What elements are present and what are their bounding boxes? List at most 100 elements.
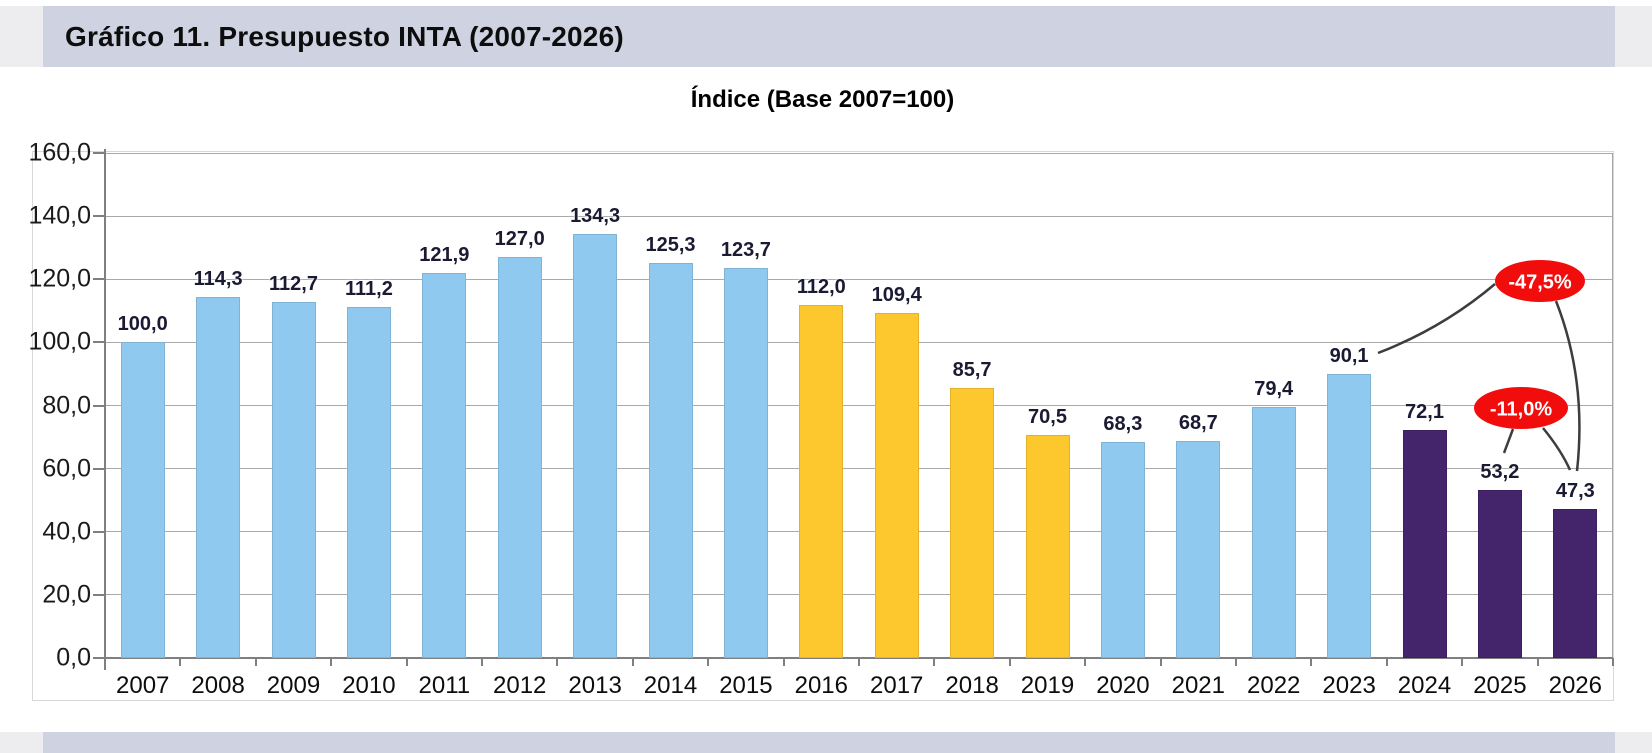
x-axis-tick — [1385, 658, 1388, 666]
x-axis-label: 2025 — [1473, 672, 1527, 699]
gridline — [105, 278, 1613, 280]
bar-2009 — [271, 302, 316, 658]
footer-band — [43, 732, 1615, 753]
bar-2013 — [573, 234, 618, 658]
gridline — [105, 215, 1613, 217]
y-axis-tick — [93, 467, 104, 470]
gridline — [105, 468, 1613, 470]
header-band-right-cap — [1615, 6, 1652, 67]
x-axis-tick — [1310, 658, 1313, 666]
x-axis-label: 2018 — [945, 672, 999, 699]
x-axis-tick — [1159, 658, 1162, 666]
x-axis-label: 2007 — [115, 672, 170, 699]
plot-right-border — [1612, 153, 1613, 658]
gridline — [105, 594, 1613, 596]
x-axis-label: 2019 — [1020, 672, 1075, 699]
x-axis-label: 2009 — [266, 672, 321, 699]
y-axis-label: 20,0 — [42, 580, 91, 609]
x-axis-tick — [405, 658, 408, 666]
bar-value-label: 121,9 — [419, 244, 470, 267]
y-axis-label: 60,0 — [42, 454, 91, 483]
x-axis-tick — [933, 658, 936, 666]
bar-2024 — [1402, 430, 1447, 658]
bar-2021 — [1176, 441, 1221, 658]
x-axis-tick — [179, 658, 182, 666]
y-axis-tick — [93, 278, 104, 281]
header-band — [43, 6, 1615, 67]
bar-value-label: 125,3 — [645, 233, 696, 256]
y-axis-tick — [93, 404, 104, 407]
gridline — [105, 405, 1613, 406]
bar-value-label: 90,1 — [1329, 344, 1369, 367]
x-axis-label: 2015 — [719, 672, 773, 699]
x-axis-tick — [1235, 658, 1237, 666]
chart-title: Índice (Base 2007=100) — [690, 86, 955, 113]
x-axis-tick — [858, 658, 860, 666]
bar-value-label: 127,0 — [494, 228, 545, 251]
footer-band-left-cap — [0, 732, 43, 753]
x-axis-tick — [1461, 658, 1464, 666]
x-axis-label: 2011 — [418, 672, 471, 699]
x-axis-label: 2016 — [794, 672, 848, 699]
y-axis-label: 120,0 — [28, 264, 91, 293]
y-axis-line — [104, 149, 106, 670]
x-axis-label: 2008 — [191, 672, 245, 699]
bar-2019 — [1025, 435, 1070, 658]
y-axis-label: 160,0 — [28, 138, 91, 167]
x-axis-tick — [707, 658, 710, 666]
bar-value-label: 79,4 — [1254, 378, 1294, 401]
x-axis-tick — [1008, 658, 1011, 666]
y-axis-label: 40,0 — [42, 517, 91, 546]
bar-value-label: 68,3 — [1103, 413, 1143, 436]
y-axis-tick — [93, 152, 104, 154]
bar-value-label: 134,3 — [570, 205, 621, 228]
bar-2020 — [1100, 442, 1145, 658]
bar-2012 — [497, 257, 542, 658]
bar-2016 — [799, 304, 844, 658]
bar-2011 — [422, 273, 467, 658]
x-axis-label: 2017 — [869, 672, 924, 699]
gridline — [105, 341, 1613, 343]
bar-value-label: 53,2 — [1480, 461, 1520, 484]
y-axis-label: 80,0 — [42, 391, 91, 419]
x-axis-label: 2022 — [1246, 672, 1301, 699]
x-axis-label: 2021 — [1171, 672, 1225, 699]
bar-2023 — [1327, 373, 1372, 658]
bar-value-label: 109,4 — [871, 283, 922, 306]
bar-2008 — [196, 297, 241, 658]
footer-band-right-cap — [1615, 732, 1652, 753]
x-axis-tick — [782, 658, 785, 666]
bar-value-label: 85,7 — [952, 358, 992, 381]
bar-value-label: 72,1 — [1405, 401, 1444, 424]
bar-2018 — [950, 387, 995, 658]
x-axis-label: 2014 — [643, 672, 698, 699]
y-axis-label: 140,0 — [28, 201, 91, 230]
x-axis-label: 2023 — [1322, 672, 1376, 699]
bar-value-label: 68,7 — [1178, 412, 1218, 435]
x-axis-tick — [1536, 658, 1539, 666]
header-band-left-cap — [0, 6, 43, 67]
y-axis-label: 100,0 — [28, 327, 91, 356]
gridline — [105, 531, 1613, 533]
bar-2015 — [723, 267, 768, 658]
bar-value-label: 114,3 — [193, 268, 243, 291]
chart-header-title: Gráfico 11. Presupuesto INTA (2007-2026) — [65, 20, 624, 52]
bar-2014 — [648, 262, 693, 658]
y-axis-tick — [93, 215, 104, 218]
x-axis-tick — [1612, 658, 1614, 666]
bar-value-label: 112,0 — [796, 275, 846, 298]
y-axis-tick — [93, 341, 104, 344]
bar-value-label: 47,3 — [1555, 479, 1595, 502]
bar-value-label: 111,2 — [344, 278, 393, 301]
y-axis-tick — [93, 593, 104, 596]
x-axis-line — [95, 657, 1613, 659]
bar-value-label: 123,7 — [720, 238, 771, 261]
bar-value-label: 100,0 — [117, 313, 168, 336]
chart-frame — [32, 151, 1614, 701]
x-axis-tick — [556, 658, 559, 666]
bar-2007 — [120, 342, 165, 658]
y-axis-label: 0,0 — [56, 643, 91, 672]
bar-2010 — [346, 307, 391, 658]
x-axis-label: 2013 — [568, 672, 622, 699]
x-axis-label: 2020 — [1096, 672, 1150, 699]
